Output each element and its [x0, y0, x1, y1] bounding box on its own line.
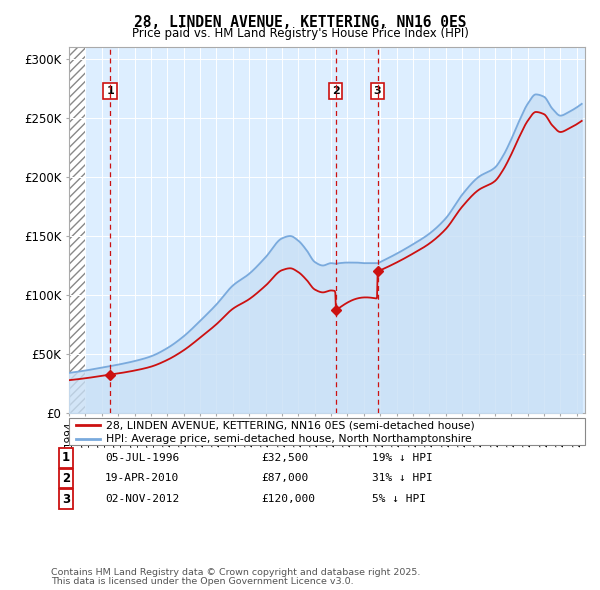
Text: This data is licensed under the Open Government Licence v3.0.: This data is licensed under the Open Gov… — [51, 578, 353, 586]
Text: 2: 2 — [62, 472, 70, 485]
Text: 02-NOV-2012: 02-NOV-2012 — [105, 494, 179, 504]
Text: 3: 3 — [374, 86, 382, 96]
Text: 1: 1 — [62, 451, 70, 464]
Bar — [69, 47, 85, 413]
Text: 1: 1 — [106, 86, 114, 96]
Text: 31% ↓ HPI: 31% ↓ HPI — [372, 474, 433, 483]
Text: 05-JUL-1996: 05-JUL-1996 — [105, 453, 179, 463]
Text: 5% ↓ HPI: 5% ↓ HPI — [372, 494, 426, 504]
Text: HPI: Average price, semi-detached house, North Northamptonshire: HPI: Average price, semi-detached house,… — [106, 434, 472, 444]
Text: Price paid vs. HM Land Registry's House Price Index (HPI): Price paid vs. HM Land Registry's House … — [131, 27, 469, 40]
Text: 19-APR-2010: 19-APR-2010 — [105, 474, 179, 483]
Text: Contains HM Land Registry data © Crown copyright and database right 2025.: Contains HM Land Registry data © Crown c… — [51, 568, 421, 577]
Text: £87,000: £87,000 — [261, 474, 308, 483]
Text: £32,500: £32,500 — [261, 453, 308, 463]
Text: 19% ↓ HPI: 19% ↓ HPI — [372, 453, 433, 463]
Text: 28, LINDEN AVENUE, KETTERING, NN16 0ES: 28, LINDEN AVENUE, KETTERING, NN16 0ES — [134, 15, 466, 30]
Text: 28, LINDEN AVENUE, KETTERING, NN16 0ES (semi-detached house): 28, LINDEN AVENUE, KETTERING, NN16 0ES (… — [106, 421, 475, 431]
Text: £120,000: £120,000 — [261, 494, 315, 504]
Text: 3: 3 — [62, 493, 70, 506]
Text: 2: 2 — [332, 86, 340, 96]
